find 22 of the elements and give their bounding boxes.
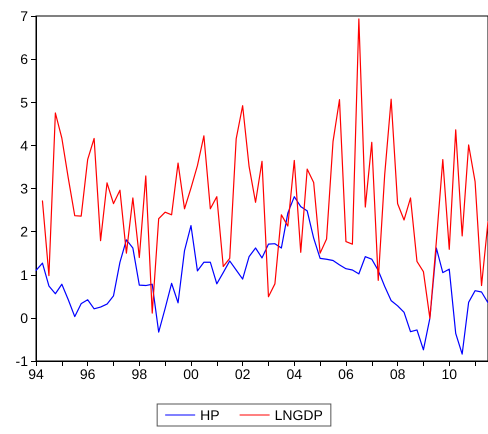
x-tick-label: 06 bbox=[338, 366, 354, 382]
y-tick-label: 3 bbox=[20, 180, 28, 196]
x-tick-label: 08 bbox=[390, 366, 406, 382]
x-tick-label: 02 bbox=[234, 366, 251, 382]
y-tick-label: 5 bbox=[20, 94, 28, 110]
legend-label: HP bbox=[200, 407, 220, 423]
x-tick-label: 94 bbox=[28, 366, 44, 382]
x-tick-label: 00 bbox=[183, 366, 199, 382]
line-series bbox=[42, 18, 488, 319]
y-tick-label: 7 bbox=[20, 8, 28, 24]
line-series bbox=[35, 196, 488, 355]
y-tick-label: -1 bbox=[16, 353, 28, 369]
y-tick-label: 2 bbox=[20, 224, 28, 240]
x-tick-label: 98 bbox=[132, 366, 148, 382]
x-tick-label: 96 bbox=[80, 366, 96, 382]
y-tick-label: 6 bbox=[20, 51, 28, 68]
y-tick-label: 0 bbox=[20, 310, 28, 326]
legend-label: LNGDP bbox=[274, 407, 323, 423]
y-tick-label: 1 bbox=[20, 266, 28, 283]
x-tick-label: 04 bbox=[286, 366, 302, 382]
y-tick-label: 4 bbox=[20, 137, 28, 154]
x-tick-label: 10 bbox=[441, 366, 458, 382]
